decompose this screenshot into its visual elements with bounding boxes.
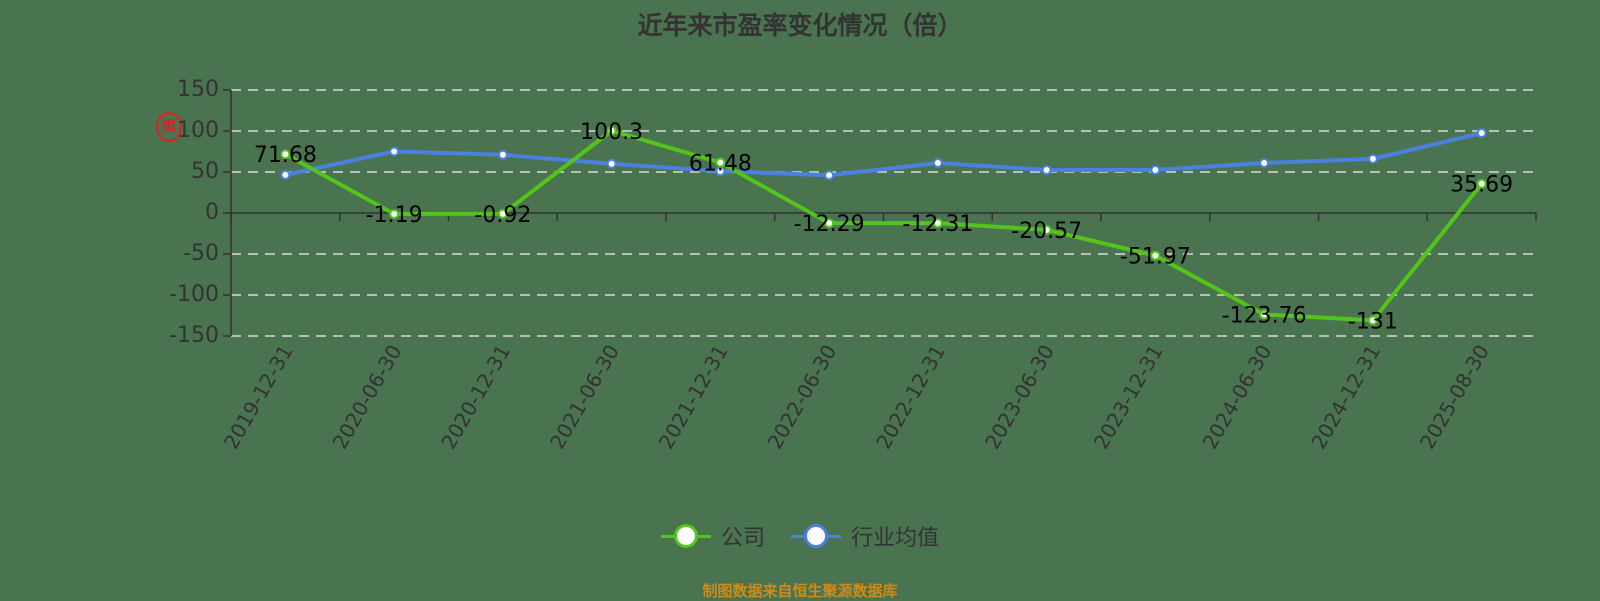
data-point (606, 158, 617, 169)
y-tick-label: 100 (177, 118, 219, 143)
y-tick-label: 150 (177, 77, 219, 102)
data-value-label: -20.57 (1011, 219, 1082, 244)
data-value-label: -12.29 (794, 212, 865, 237)
legend-label: 行业均值 (851, 526, 940, 551)
data-point (1476, 178, 1487, 189)
data-point (389, 208, 400, 219)
x-tick-label: 2024-06-30 (1198, 341, 1277, 454)
data-point (1259, 157, 1270, 168)
data-point (497, 149, 508, 160)
legend: 公司 行业均值 (0, 520, 1600, 552)
x-tick-label: 2024-12-31 (1306, 341, 1385, 454)
data-value-label: -51.97 (1120, 245, 1191, 270)
x-tick-label: 2023-12-31 (1089, 341, 1168, 454)
chart-title: 近年来市盈率变化情况（倍） (637, 11, 963, 40)
data-point (1150, 164, 1161, 175)
series-line (284, 128, 1484, 323)
x-tick-label: 2022-06-30 (763, 341, 842, 454)
x-tick-label: 2020-06-30 (328, 341, 407, 454)
data-point (932, 157, 943, 168)
legend-line-dot-icon (791, 524, 841, 548)
y-tick-label: 50 (191, 159, 219, 184)
x-axis-ticks: 2019-12-31 2020-06-30 2020-12-31 2021-06-30… (219, 341, 1494, 454)
watermark-stamp: 恒 (156, 112, 182, 142)
series-lines (280, 125, 1487, 326)
x-tick-label: 2021-06-30 (545, 341, 624, 454)
data-point (1367, 315, 1378, 326)
y-tick-label: 0 (205, 200, 219, 225)
y-tick-label: -50 (183, 241, 219, 266)
data-point (280, 169, 291, 180)
data-point (715, 157, 726, 168)
data-point (1476, 128, 1487, 139)
data-point (389, 146, 400, 157)
data-point (932, 218, 943, 229)
data-point (280, 149, 291, 160)
x-tick-label: 2019-12-31 (219, 341, 298, 454)
data-point (824, 170, 835, 181)
x-tick-label: 2022-12-31 (871, 341, 950, 454)
y-tick-label: -150 (169, 323, 219, 348)
data-point (824, 218, 835, 229)
data-value-label: 100.3 (580, 120, 643, 145)
data-value-label: -123.76 (1222, 303, 1307, 328)
data-value-label: 61.48 (689, 152, 752, 177)
x-tick-label: 2025-08-30 (1415, 341, 1494, 454)
data-value-label: -0.92 (474, 203, 531, 228)
grid-lines (231, 89, 1536, 337)
data-point (1150, 250, 1161, 261)
data-source-note: 制图数据来自恒生聚源数据库 (702, 582, 898, 600)
series-line (284, 131, 1483, 178)
data-point (497, 208, 508, 219)
x-tick-label: 2021-12-31 (654, 341, 733, 454)
data-value-label: -12.31 (902, 212, 973, 237)
y-tick-label: -100 (169, 282, 219, 307)
y-axis-ticks: 150 100 50 0 -50 -100 -150 (169, 77, 231, 348)
legend-item-company[interactable]: 公司 (660, 520, 765, 552)
data-labels: 71.68 -1.19 -0.92 100.3 61.48 -12.29 -12.31 -20… (254, 120, 1513, 335)
data-point (1367, 153, 1378, 164)
data-point (1041, 164, 1052, 175)
x-tick-label: 2020-12-31 (436, 341, 515, 454)
data-point (1041, 224, 1052, 235)
legend-label: 公司 (720, 526, 765, 551)
data-point (1259, 309, 1270, 320)
data-value-label: -131 (1348, 309, 1398, 334)
data-point (606, 125, 617, 136)
data-value-label: 71.68 (254, 143, 317, 168)
data-value-label: 35.69 (1450, 173, 1513, 198)
legend-item-industry-avg[interactable]: 行业均值 (791, 520, 939, 552)
legend-line-dot-icon (660, 524, 711, 548)
data-value-label: -1.19 (366, 203, 423, 228)
x-tick-label: 2023-06-30 (980, 341, 1059, 454)
